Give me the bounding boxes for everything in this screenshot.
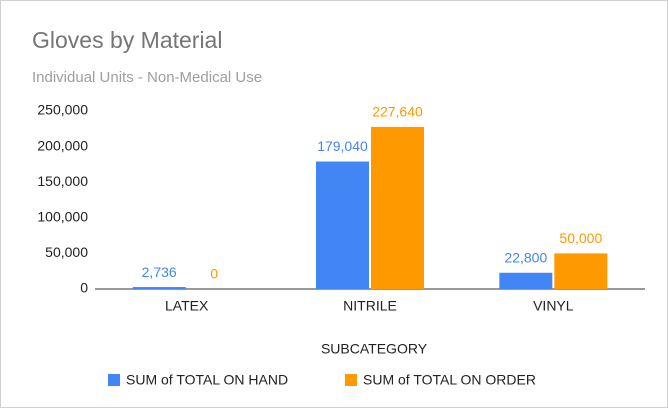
- y-tick-label: 0: [80, 280, 88, 296]
- x-tick-label: LATEX: [165, 298, 209, 314]
- legend-label: SUM of TOTAL ON HAND: [126, 372, 288, 388]
- chart-subtitle: Individual Units - Non-Medical Use: [32, 69, 262, 86]
- bar: [371, 126, 424, 289]
- data-label: 227,640: [372, 104, 423, 120]
- bar: [554, 253, 608, 289]
- x-axis-label: SUBCATEGORY: [321, 341, 428, 357]
- data-label: 50,000: [559, 230, 602, 246]
- chart-title: Gloves by Material: [32, 27, 222, 53]
- y-tick-label: 200,000: [37, 137, 88, 153]
- y-tick-label: 50,000: [45, 244, 88, 260]
- legend-label: SUM of TOTAL ON ORDER: [363, 372, 536, 388]
- x-tick-label: NITRILE: [343, 298, 397, 314]
- legend-swatch: [345, 374, 357, 386]
- bar: [499, 272, 553, 289]
- bar: [132, 287, 186, 289]
- x-tick-label: VINYL: [533, 298, 574, 314]
- y-tick-label: 150,000: [37, 173, 88, 189]
- data-label: 179,040: [317, 138, 368, 154]
- y-tick-label: 100,000: [37, 209, 88, 225]
- data-label: 22,800: [504, 249, 547, 265]
- y-tick-label: 250,000: [37, 102, 88, 118]
- data-label: 0: [210, 266, 218, 282]
- data-label: 2,736: [142, 264, 177, 280]
- legend-swatch: [108, 374, 120, 386]
- bar: [316, 161, 369, 289]
